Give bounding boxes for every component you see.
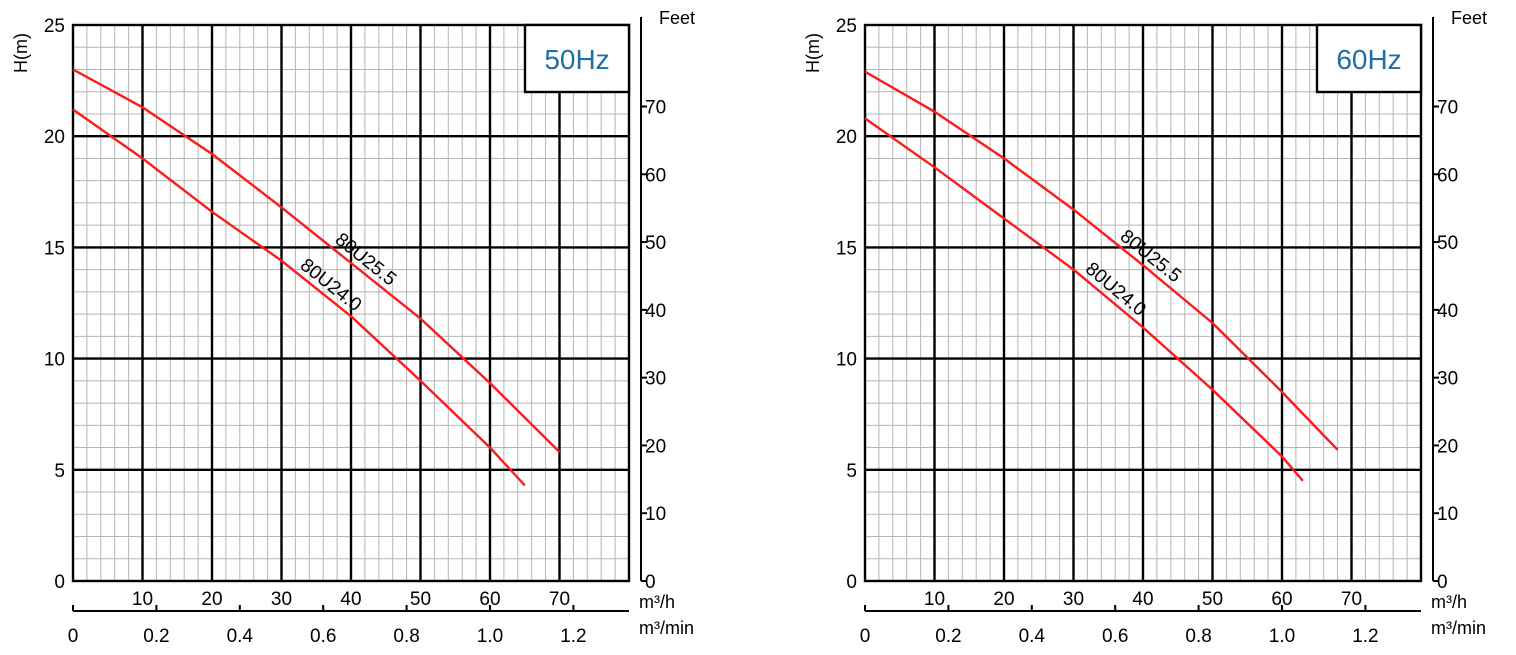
secondary-axis-unit-label: m³/min [639, 618, 694, 638]
secondary-tick-label: 0.2 [935, 626, 961, 647]
secondary-tick-label: 1.0 [477, 626, 503, 647]
secondary-tick-label: 0.4 [227, 626, 254, 647]
curve-80u24.0 [864, 117, 1304, 482]
feet-tick-label: 10 [645, 504, 666, 525]
secondary-tick-label: 1.2 [560, 626, 586, 647]
x-tick-label: 20 [201, 589, 222, 610]
x-tick-label: 40 [1132, 589, 1153, 610]
y-axis-label: H(m) [803, 33, 823, 73]
plot-frame [71, 23, 631, 583]
y-axis-label: H(m) [11, 33, 31, 73]
secondary-tick-label: 1.0 [1269, 626, 1295, 647]
feet-tick-label: 40 [1437, 301, 1458, 322]
feet-axis-label: Feet [659, 8, 695, 28]
secondary-tick-label: 0.6 [1102, 626, 1128, 647]
secondary-tick-label: 0.8 [393, 626, 419, 647]
feet-tick-label: 50 [1437, 233, 1458, 254]
curve-label: 80U25.5 [1116, 226, 1185, 287]
x-tick-label: 70 [1341, 589, 1362, 610]
frequency-badge-label: 50Hz [544, 44, 609, 75]
frequency-badge [523, 23, 631, 94]
major-grid [865, 25, 1421, 581]
y-tick-label: 25 [44, 16, 65, 37]
y-tick-label: 25 [836, 16, 857, 37]
secondary-tick-label: 0.6 [310, 626, 336, 647]
y-tick-label: 5 [54, 461, 65, 482]
y-tick-label: 10 [836, 350, 857, 371]
secondary-tick-label: 0 [68, 626, 79, 647]
frequency-badge [1315, 23, 1423, 94]
y-tick-label: 20 [44, 127, 65, 148]
secondary-tick-label: 0.8 [1185, 626, 1211, 647]
feet-tick-label: 30 [1437, 369, 1458, 390]
x-tick-label: 40 [340, 589, 361, 610]
y-tick-label: 15 [44, 238, 65, 259]
chart-panel-50hz: 50Hz 0 5 10 15 20 25 H(m) Feet 0 10 20 30 40 50 60 70 10 2… [11, 8, 695, 647]
feet-tick-label: 20 [645, 436, 666, 457]
secondary-tick-label: 0 [860, 626, 871, 647]
major-grid [73, 25, 629, 581]
y-tick-label: 5 [846, 461, 857, 482]
feet-tick-label: 0 [645, 572, 656, 593]
y-tick-label: 10 [44, 350, 65, 371]
secondary-tick-label: 0.2 [143, 626, 169, 647]
feet-tick-label: 70 [1437, 97, 1458, 118]
curve-80u25.5 [72, 68, 561, 453]
curve-80u24.0 [72, 108, 526, 487]
minor-grid [73, 25, 629, 581]
feet-tick-label: 0 [1437, 572, 1448, 593]
frequency-badge-label: 60Hz [1336, 44, 1401, 75]
x-tick-label: 10 [924, 589, 945, 610]
plot-frame [863, 23, 1423, 583]
y-tick-label: 0 [54, 572, 65, 593]
x-tick-label: 50 [410, 589, 431, 610]
x-tick-label: 50 [1202, 589, 1223, 610]
feet-axis-label: Feet [1451, 8, 1487, 28]
x-axis-unit-label: m³/h [639, 592, 675, 612]
x-tick-label: 70 [549, 589, 570, 610]
x-tick-label: 20 [993, 589, 1014, 610]
y-tick-label: 20 [836, 127, 857, 148]
feet-tick-label: 70 [645, 97, 666, 118]
feet-tick-label: 10 [1437, 504, 1458, 525]
chart-panel-60hz: 60Hz 0 5 10 15 20 25 H(m) Feet 0 10 20 30 40 50 60 70 10 2… [803, 8, 1487, 647]
x-tick-label: 60 [479, 589, 500, 610]
secondary-tick-label: 1.2 [1352, 626, 1378, 647]
x-tick-label: 60 [1271, 589, 1292, 610]
x-tick-label: 30 [271, 589, 292, 610]
feet-tick-label: 50 [645, 233, 666, 254]
x-axis-unit-label: m³/h [1431, 592, 1467, 612]
feet-tick-label: 20 [1437, 436, 1458, 457]
x-tick-label: 10 [132, 589, 153, 610]
secondary-axis-unit-label: m³/min [1431, 618, 1486, 638]
x-tick-label: 30 [1063, 589, 1084, 610]
feet-tick-label: 40 [645, 301, 666, 322]
feet-tick-label: 60 [645, 165, 666, 186]
y-tick-label: 15 [836, 238, 857, 259]
feet-tick-label: 60 [1437, 165, 1458, 186]
curve-80u25.5 [864, 70, 1339, 451]
y-tick-label: 0 [846, 572, 857, 593]
feet-tick-label: 30 [645, 369, 666, 390]
secondary-tick-label: 0.4 [1019, 626, 1046, 647]
